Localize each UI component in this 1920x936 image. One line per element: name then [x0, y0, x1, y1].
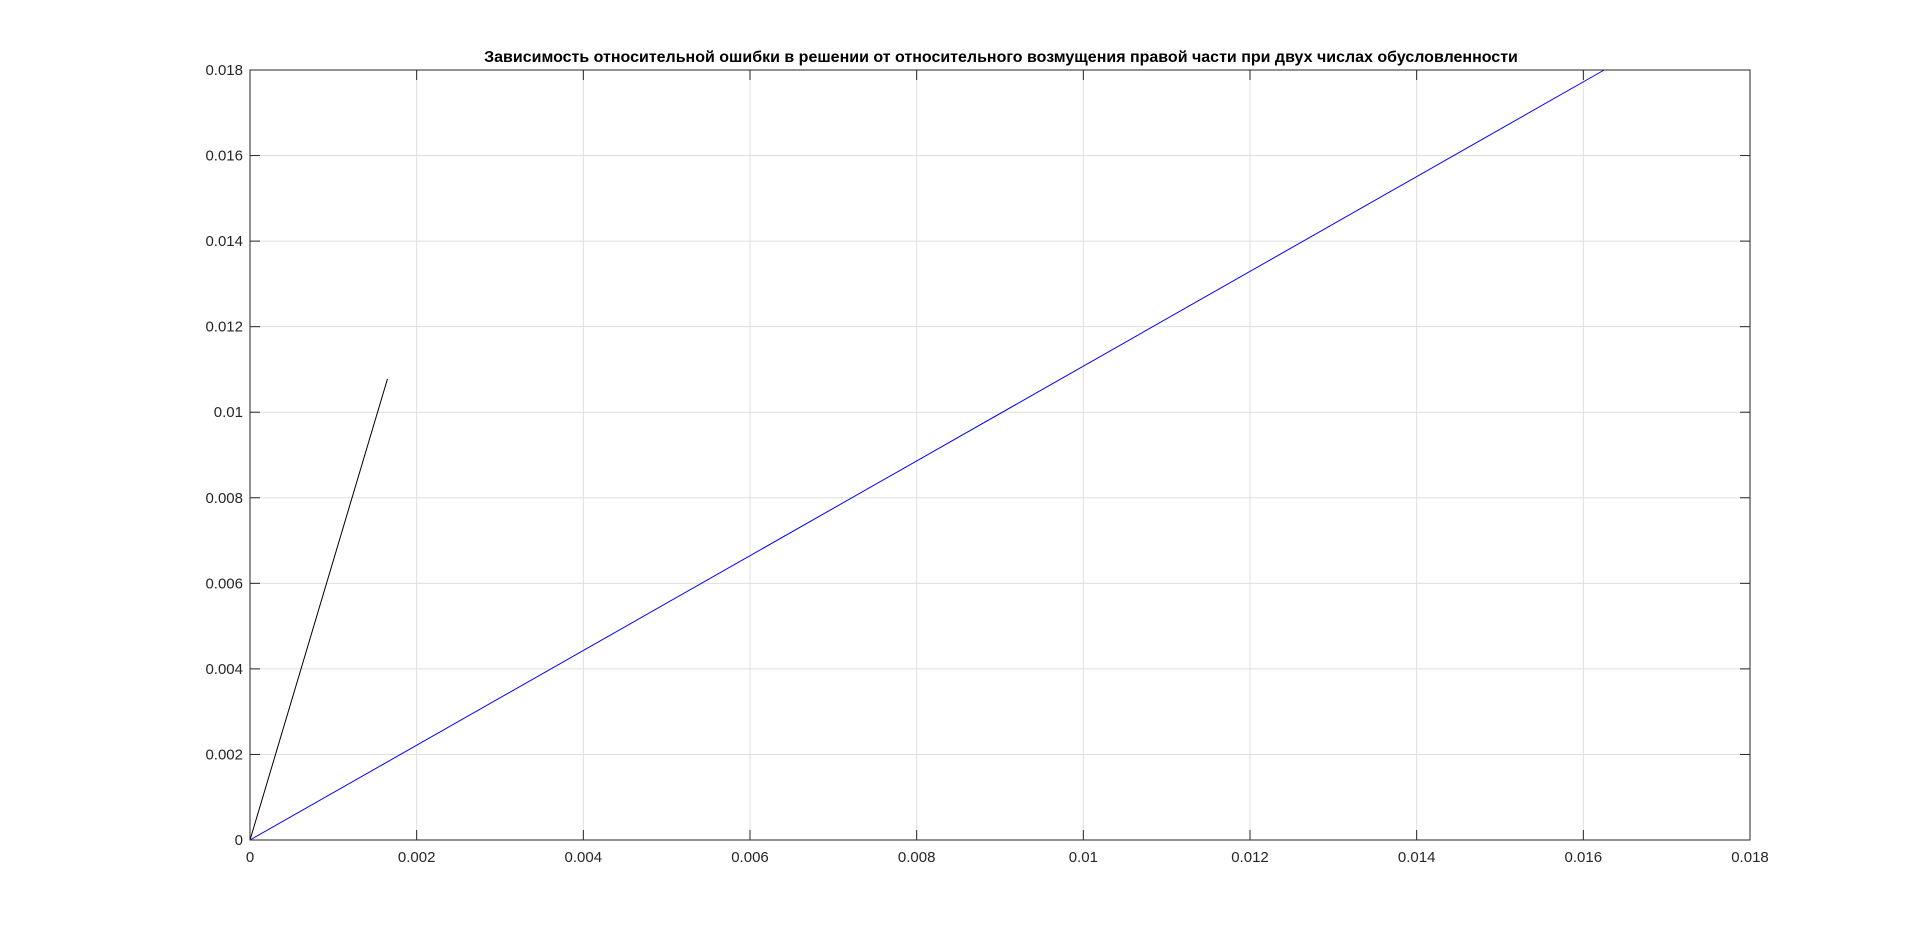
y-tick-label: 0.016 [205, 148, 243, 165]
series-line-2 [249, 69, 1605, 841]
y-tick-label: 0.018 [205, 62, 243, 79]
y-tick-label: 0.012 [205, 319, 243, 336]
x-tick-label: 0.01 [1069, 849, 1098, 866]
y-axis-tick-labels: 0 0.002 0.004 0.006 0.008 0.01 0.012 0.014 0.016… [205, 62, 243, 849]
grid-lines [250, 70, 1750, 840]
y-tick-label: 0.014 [205, 233, 243, 250]
y-tick-label: 0.002 [205, 746, 243, 763]
x-tick-label: 0.004 [565, 849, 603, 866]
y-tick-label: 0.004 [205, 661, 243, 678]
series-lines [249, 69, 1605, 841]
axis-ticks [249, 69, 1751, 841]
y-tick-label: 0 [235, 832, 243, 849]
x-tick-label: 0 [246, 849, 254, 866]
y-tick-label: 0.008 [205, 490, 243, 507]
x-tick-label: 0.012 [1231, 849, 1269, 866]
y-tick-label: 0.006 [205, 575, 243, 592]
chart-title: Зависимость относительной ошибки в решен… [484, 49, 1518, 66]
x-tick-label: 0.016 [1565, 849, 1603, 866]
series-line-1 [249, 378, 388, 841]
x-tick-label: 0.008 [898, 849, 936, 866]
x-tick-label: 0.014 [1398, 849, 1436, 866]
y-tick-label: 0.01 [214, 404, 243, 421]
x-tick-label: 0.002 [398, 849, 436, 866]
x-tick-label: 0.018 [1731, 849, 1769, 866]
axes-box [249, 69, 1751, 841]
x-tick-label: 0.006 [731, 849, 769, 866]
x-axis-tick-labels: 0 0.002 0.004 0.006 0.008 0.01 0.012 0.014 0.016… [246, 849, 1769, 866]
